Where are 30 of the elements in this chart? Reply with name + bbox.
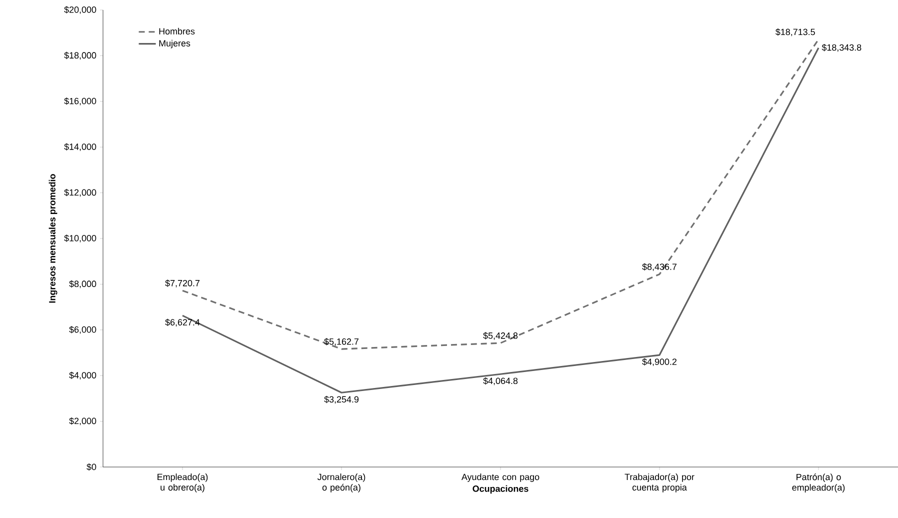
data-label: $3,254.9 [324,396,359,404]
x-tick-label: Ayudante con pago [461,474,540,482]
data-label: $4,064.8 [483,377,518,386]
x-tick-label: Empleado(a) u obrero(a) [158,474,208,492]
legend-label: Hombres [159,28,195,34]
y-tick-label: $4,000 [69,372,96,380]
y-tick-label: $20,000 [64,6,96,14]
y-tick-label: $16,000 [64,98,96,106]
y-tick-label: $18,000 [64,52,96,60]
data-label: $5,424.8 [483,332,518,340]
y-tick-label: $6,000 [69,326,96,334]
y-axis-title: Ingresos mensuales promedio [48,174,58,303]
y-tick-label: $12,000 [64,188,96,197]
y-tick-label: $2,000 [69,417,96,426]
data-label: $7,720.7 [165,280,200,288]
legend-label: Mujeres [159,40,190,48]
y-tick-label: $10,000 [64,234,96,242]
x-tick-label: Patrón(a) o empleador(a) [792,474,845,492]
x-axis-title: Ocupaciones [472,485,528,494]
x-tick-label: Jornalero(a) o peón(a) [317,474,366,492]
data-label: $4,900.2 [642,358,676,366]
y-tick-label: $0 [86,463,96,471]
y-tick-label: $14,000 [64,143,96,151]
data-label: $6,627.4 [165,318,200,327]
y-tick-label: $8,000 [69,280,96,288]
data-label: $5,162.7 [324,338,358,346]
data-label: $18,343.8 [822,44,862,52]
data-label: $18,713.5 [776,28,815,36]
x-tick-label: Trabajador(a) por cuenta propia [624,474,694,492]
data-label: $8,436.7 [642,263,676,272]
